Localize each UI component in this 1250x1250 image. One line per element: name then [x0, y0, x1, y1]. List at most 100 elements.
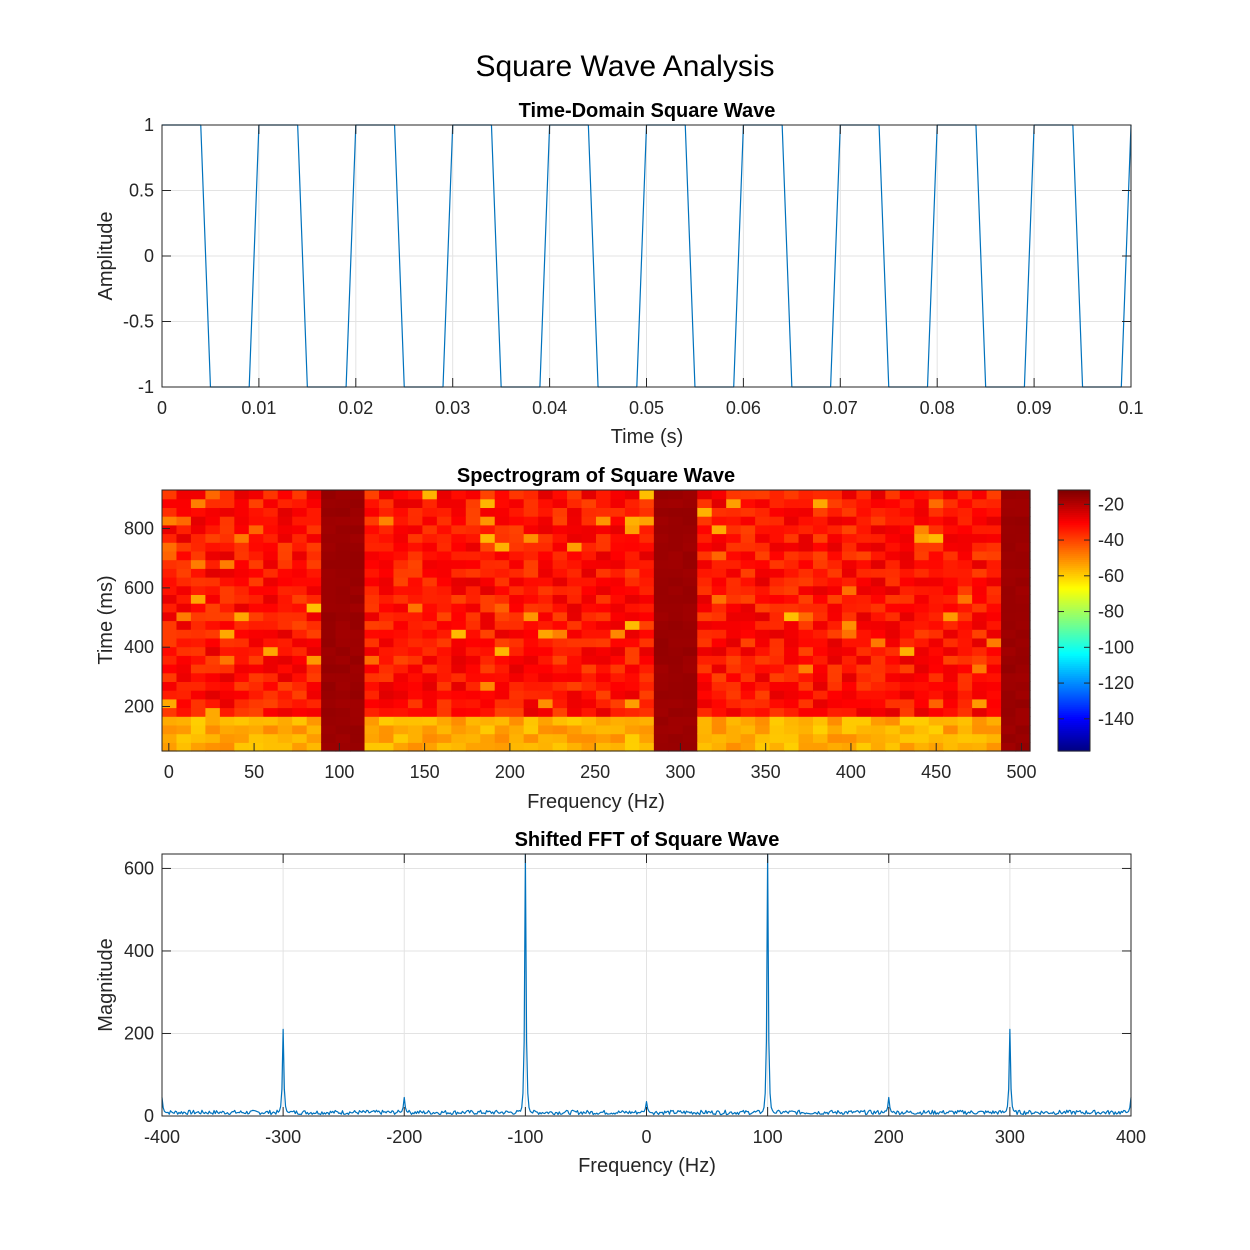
spectrogram-cell: [306, 559, 322, 569]
spectrogram-cell: [596, 620, 612, 630]
spectrogram-cell: [624, 724, 640, 735]
spectrogram-cell: [596, 664, 612, 674]
spectrogram-cell: [769, 690, 785, 700]
spectrogram-cell: [538, 568, 554, 578]
spectrogram-cell: [162, 664, 178, 674]
spectrogram-cell: [639, 733, 655, 743]
spectrogram-cell: [480, 585, 496, 595]
spectrogram-cell: [726, 655, 742, 665]
fft-x-tick-label: 300: [995, 1127, 1025, 1147]
spectrogram-cell: [813, 611, 829, 622]
spectrogram-cell: [682, 707, 698, 717]
colorbar-tick-label: -100: [1098, 637, 1134, 657]
colorbar-segment: [1058, 516, 1090, 520]
spectrogram-cell: [914, 646, 930, 656]
colorbar-segment: [1058, 608, 1090, 611]
spectrogram-cell: [436, 542, 452, 552]
spectrogram-cell: [870, 637, 886, 648]
spectrogram-cell: [726, 516, 742, 526]
spectrogram-cell: [176, 707, 192, 717]
spectrogram-cell: [1015, 490, 1031, 500]
spectrogram-cell: [755, 507, 771, 517]
spectrogram-cell: [350, 611, 366, 622]
spectrogram-cell: [914, 498, 930, 508]
spectrogram-cell: [552, 533, 568, 543]
spectrogram-cell: [928, 724, 944, 735]
spectrogram-cell: [856, 733, 872, 743]
spectrogram-cell: [639, 568, 655, 578]
spectrogram-cell: [480, 577, 496, 587]
spectrogram-cell: [726, 646, 742, 656]
spectrogram-cell: [422, 655, 438, 665]
spectrogram-cell: [494, 733, 510, 743]
spectrogram-cell: [653, 516, 669, 526]
spectrogram-cell: [234, 733, 250, 743]
spectrogram-cell: [856, 559, 872, 569]
spectrogram-cell: [364, 733, 380, 743]
spectrogram-cell: [668, 724, 684, 735]
spectrogram-cell: [1001, 733, 1017, 743]
spectrogram-cell: [190, 646, 206, 656]
spectrogram-cell: [321, 655, 337, 665]
colorbar-segment: [1058, 640, 1090, 644]
spectrogram-cell: [451, 559, 467, 569]
spectrogram-cell: [769, 620, 785, 630]
spectrogram-cell: [379, 716, 395, 726]
spectrogram-x-tick-label: 0: [164, 762, 174, 782]
spectrogram-cell: [755, 490, 771, 500]
spectrogram-cell: [335, 672, 351, 682]
spectrogram-cell: [451, 507, 467, 517]
spectrogram-cell: [234, 498, 250, 508]
spectrogram-cell: [813, 550, 829, 561]
spectrogram-cell: [972, 664, 988, 674]
spectrogram-cell: [248, 646, 264, 656]
spectrogram-cell: [248, 698, 264, 709]
spectrogram-cell: [899, 568, 915, 578]
spectrogram-cell: [494, 664, 510, 674]
spectrogram-cell: [509, 516, 525, 526]
spectrogram-cell: [986, 603, 1002, 613]
spectrogram-cell: [928, 577, 944, 587]
colorbar-segment: [1058, 530, 1090, 534]
colorbar-segment: [1058, 634, 1090, 638]
spectrogram-cell: [436, 681, 452, 691]
spectrogram-cell: [899, 646, 915, 656]
spectrogram-cell: [813, 681, 829, 691]
spectrogram-cell: [306, 550, 322, 561]
spectrogram-cell: [219, 716, 235, 726]
spectrogram-cell: [523, 707, 539, 717]
spectrogram-cell: [668, 620, 684, 630]
spectrogram-cell: [205, 524, 221, 535]
spectrogram-cell: [436, 664, 452, 674]
spectrogram-cell: [784, 490, 800, 500]
spectrogram-cell: [827, 716, 843, 726]
spectrogram-cell: [393, 690, 409, 700]
spectrogram-cell: [813, 533, 829, 543]
spectrogram-cell: [176, 559, 192, 569]
spectrogram-cell: [914, 507, 930, 517]
spectrogram-cell: [263, 620, 279, 630]
spectrogram-cell: [552, 568, 568, 578]
spectrogram-cell: [393, 585, 409, 595]
colorbar-segment: [1058, 518, 1090, 522]
colorbar-segment: [1058, 618, 1090, 622]
spectrogram-cell: [393, 533, 409, 543]
spectrogram-cell: [407, 490, 423, 500]
spectrogram-cell: [899, 594, 915, 604]
spectrogram-cell: [624, 646, 640, 656]
spectrogram-cell: [624, 490, 640, 500]
spectrogram-cell: [306, 516, 322, 526]
spectrogram-cell: [321, 568, 337, 578]
spectrogram-cell: [364, 646, 380, 656]
spectrogram-cell: [379, 655, 395, 665]
spectrogram-cell: [364, 724, 380, 735]
spectrogram-cell: [697, 498, 713, 508]
spectrogram-cell: [668, 533, 684, 543]
spectrogram-cell: [581, 733, 597, 743]
spectrogram-cell: [422, 690, 438, 700]
spectrogram-cell: [784, 611, 800, 622]
spectrogram-cell: [465, 698, 481, 709]
spectrogram-cell: [624, 637, 640, 648]
spectrogram-cell: [465, 568, 481, 578]
colorbar-segment: [1058, 714, 1090, 717]
